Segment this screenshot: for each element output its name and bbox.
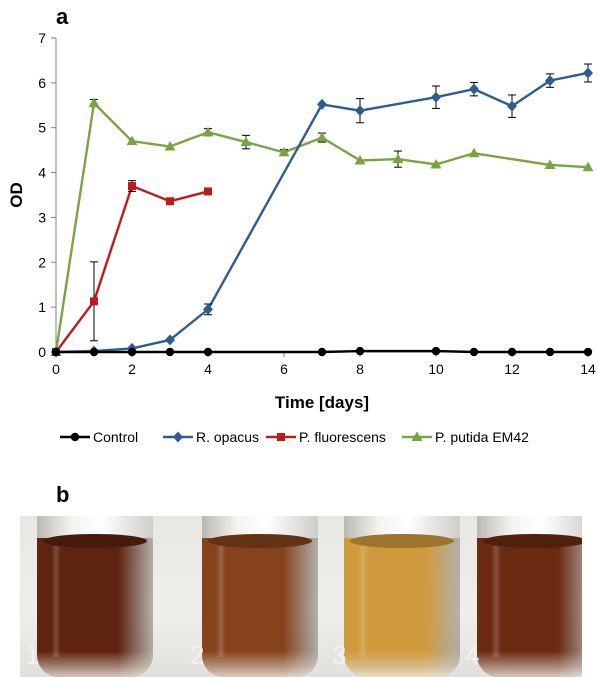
data-point — [51, 347, 61, 357]
data-point — [90, 297, 98, 306]
series-p-putida-em42 — [50, 97, 594, 356]
data-point — [507, 347, 517, 357]
legend-label: P. fluorescens — [299, 429, 386, 445]
data-point — [469, 83, 479, 95]
legend-entry: P. fluorescens — [266, 429, 386, 445]
x-tick-label: 4 — [204, 361, 212, 377]
series-control — [51, 346, 593, 357]
vial-number-label: 2 — [190, 640, 205, 670]
vial-number-label: 1 — [25, 640, 40, 670]
panel-b-label: b — [56, 482, 70, 507]
data-point — [126, 135, 138, 146]
y-tick-label: 2 — [38, 254, 46, 270]
data-point — [583, 347, 593, 357]
data-point — [165, 334, 175, 346]
data-point — [128, 182, 136, 191]
data-point — [166, 197, 174, 206]
data-point — [582, 161, 594, 172]
data-point — [431, 346, 441, 356]
data-point — [202, 126, 214, 137]
data-point — [354, 154, 366, 165]
data-point — [317, 347, 327, 357]
vial-number-label: 4 — [465, 640, 480, 670]
x-tick-label: 8 — [356, 361, 364, 377]
data-point — [355, 346, 365, 356]
panel-a-label: a — [56, 4, 69, 29]
x-tick-label: 0 — [52, 361, 60, 377]
legend-marker — [173, 431, 183, 443]
chart-legend: Control R. opacus P. fluorescens P. putida … — [60, 429, 529, 445]
data-point — [430, 158, 442, 169]
x-tick-label: 14 — [580, 361, 596, 377]
vial-number-label: 3 — [332, 640, 347, 670]
data-point — [203, 303, 213, 315]
series-line — [56, 349, 588, 354]
vial-3 — [344, 516, 460, 677]
vial-4 — [477, 516, 582, 677]
legend-marker — [70, 432, 80, 442]
data-point — [127, 347, 137, 357]
data-point — [317, 98, 327, 110]
legend-entry: P. putida EM42 — [402, 429, 529, 445]
data-point — [355, 105, 365, 117]
y-tick-label: 4 — [38, 165, 46, 181]
x-tick-label: 6 — [280, 361, 288, 377]
legend-label: R. opacus — [196, 429, 259, 445]
vials-photo: 1 2 3 4 — [20, 516, 582, 677]
y-tick-label: 3 — [38, 209, 46, 225]
y-axis-title: OD — [7, 182, 26, 208]
data-point — [316, 132, 328, 142]
data-point — [278, 146, 290, 157]
legend-marker — [277, 433, 285, 441]
series-r-opacus — [51, 63, 593, 358]
data-point — [203, 347, 213, 357]
data-point — [507, 100, 517, 112]
data-point — [164, 141, 176, 151]
legend-label: P. putida EM42 — [435, 429, 529, 445]
vial-2 — [202, 516, 318, 677]
x-tick-label: 10 — [428, 361, 444, 377]
data-point — [583, 67, 593, 79]
series-p-fluorescens — [52, 180, 212, 356]
legend-label: Control — [93, 429, 138, 445]
y-tick-label: 5 — [38, 120, 46, 136]
data-point — [545, 75, 555, 87]
data-point — [431, 91, 441, 103]
y-tick-label: 7 — [38, 30, 46, 46]
data-point — [544, 159, 556, 169]
legend-entry: Control — [60, 429, 138, 445]
series-line — [55, 71, 589, 354]
data-point — [392, 153, 404, 164]
data-point — [204, 187, 212, 196]
data-point — [165, 347, 175, 357]
x-tick-label: 2 — [128, 361, 136, 377]
legend-marker — [411, 431, 423, 441]
x-axis-title: Time [days] — [275, 393, 369, 412]
data-point — [469, 347, 479, 357]
data-point — [240, 136, 252, 147]
y-tick-label: 0 — [38, 344, 46, 360]
legend-entry: R. opacus — [163, 429, 259, 445]
y-tick-label: 1 — [38, 299, 46, 315]
y-tick-label: 6 — [38, 75, 46, 91]
series-line — [54, 100, 589, 353]
data-point — [88, 97, 100, 108]
data-point — [468, 147, 480, 158]
data-point — [545, 347, 555, 357]
data-point — [89, 347, 99, 357]
chart-series — [50, 63, 594, 358]
x-tick-label: 12 — [504, 361, 520, 377]
vial-1 — [37, 516, 153, 677]
